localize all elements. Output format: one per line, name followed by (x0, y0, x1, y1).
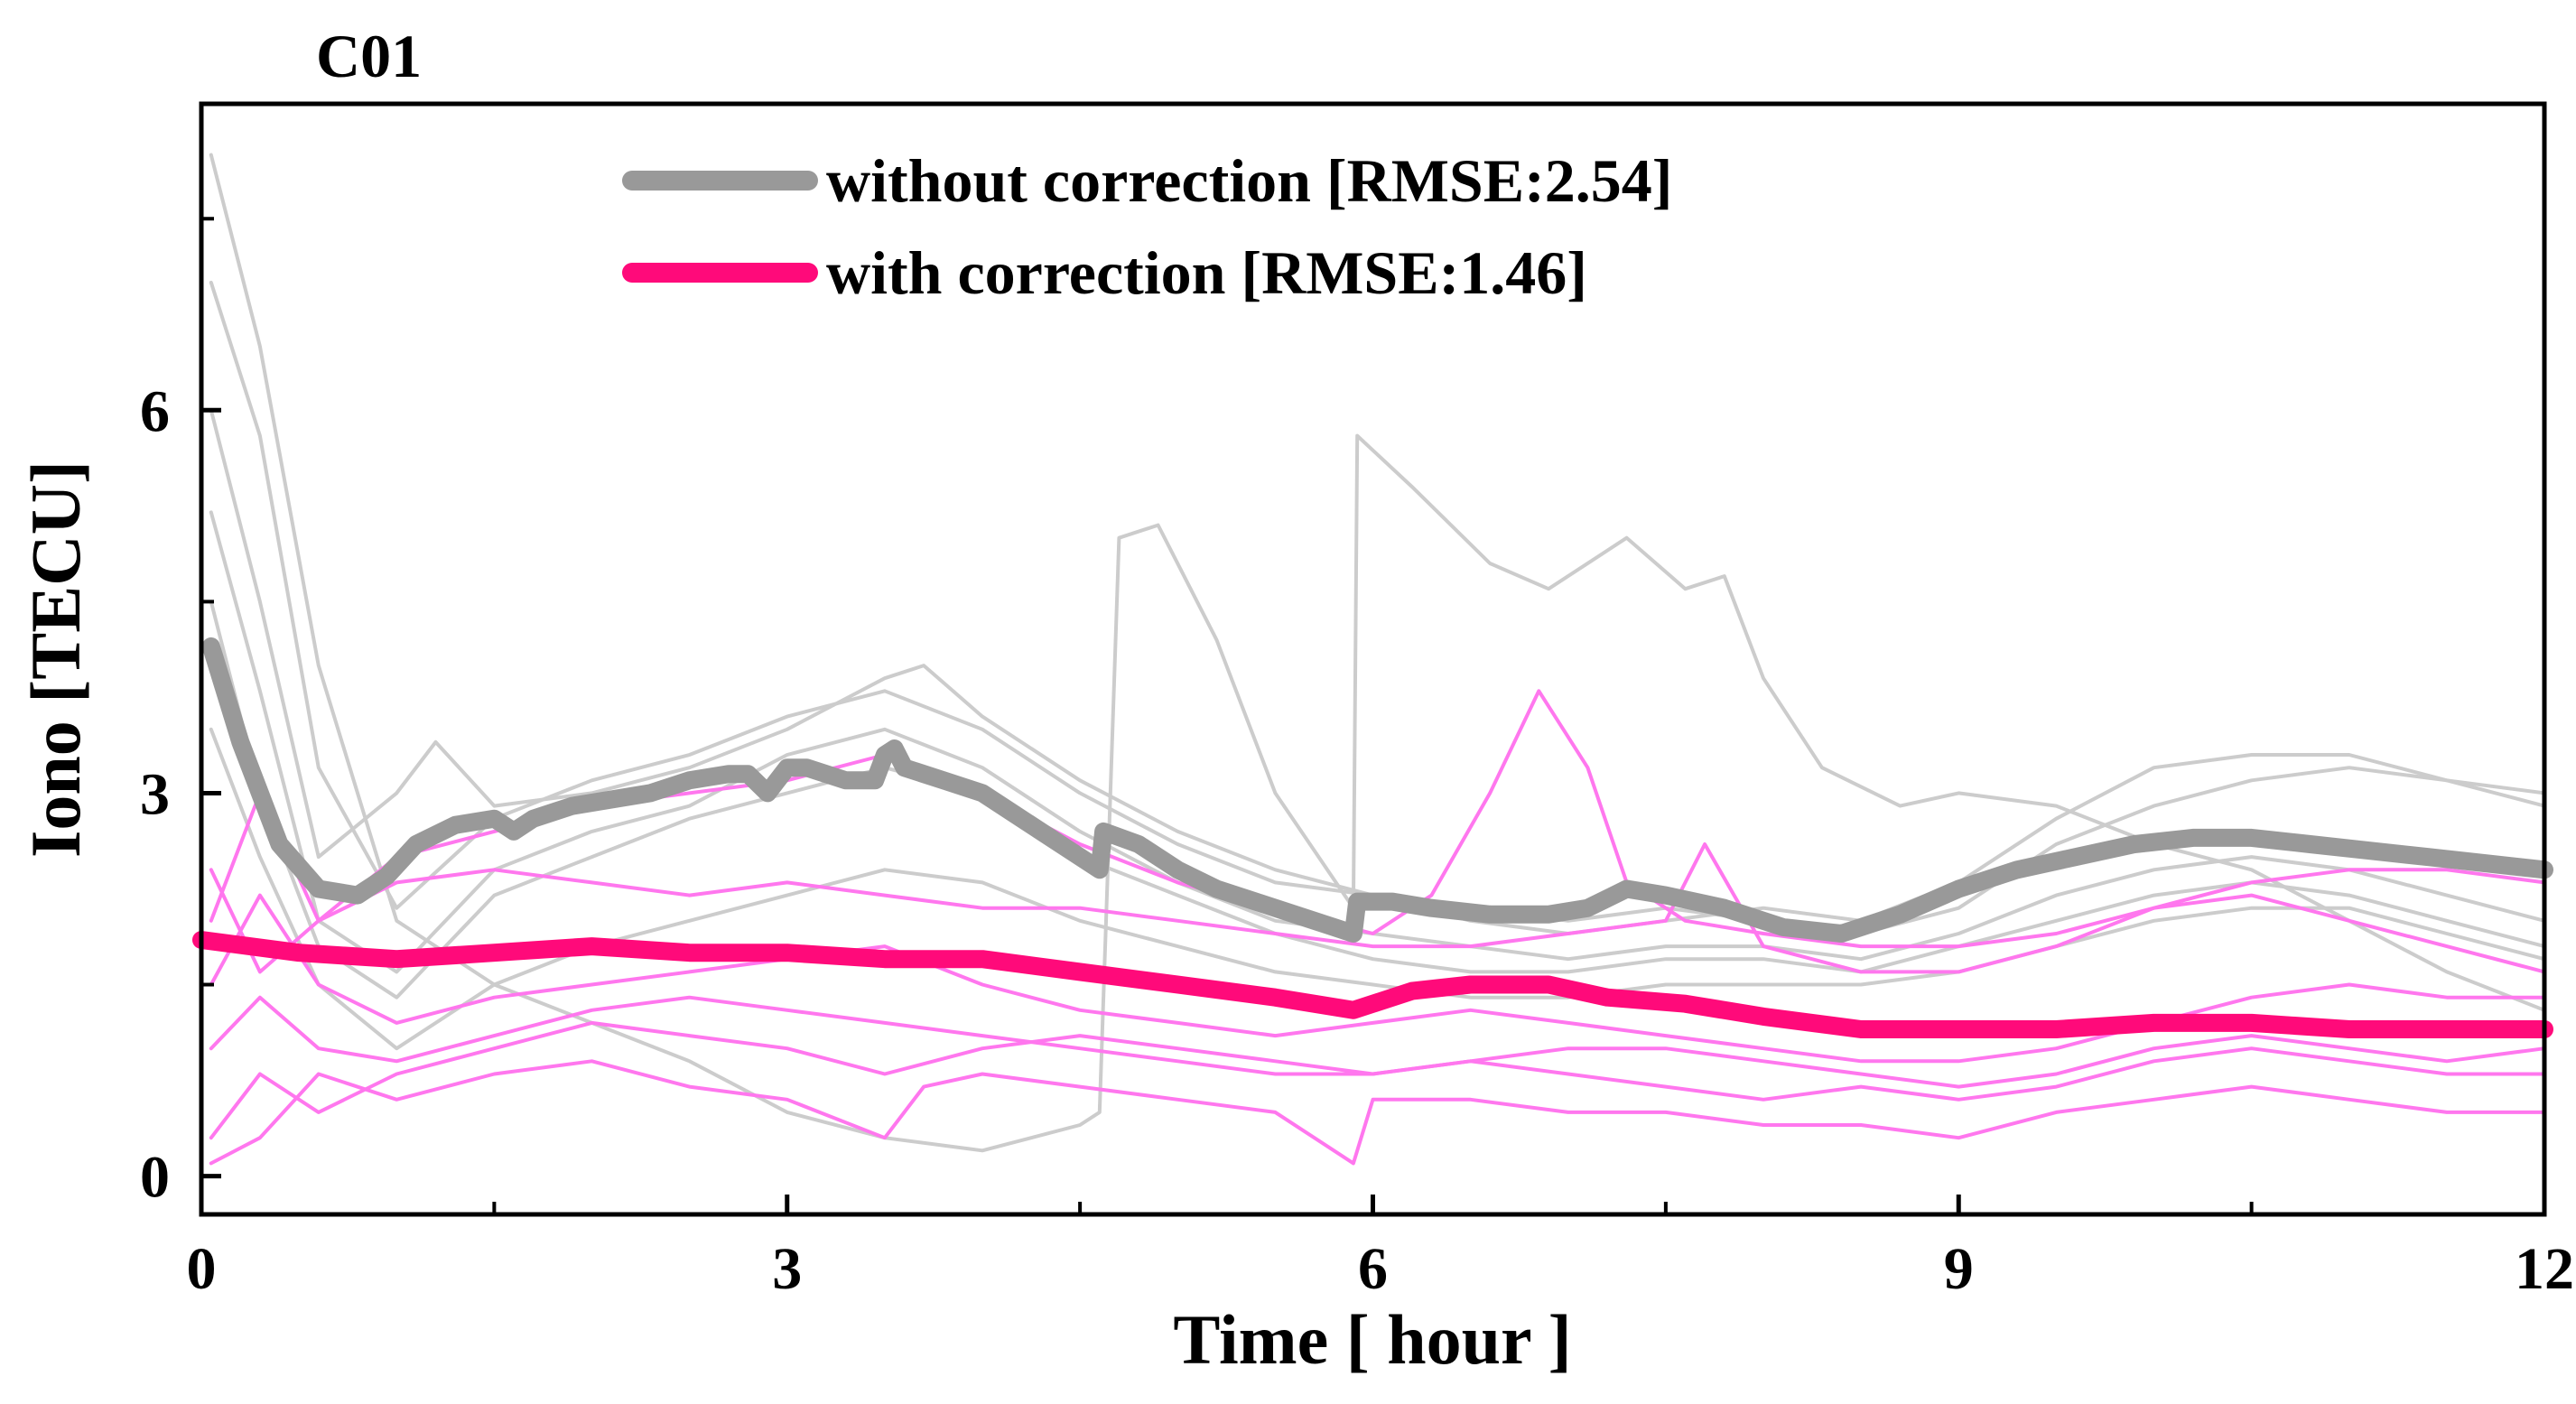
series-line-with-correction-3 (209, 893, 2546, 1064)
y-tick-label: 0 (140, 1145, 170, 1211)
series-line-without-correction-3 (209, 408, 2546, 935)
series-line-with-correction-5 (209, 1059, 2546, 1166)
y-tick-label: 3 (140, 761, 170, 827)
series-line-with-correction-mean (192, 931, 2553, 1038)
series-line-without-correction-2 (209, 280, 2546, 935)
x-tick-label: 3 (772, 1236, 802, 1302)
mean-series-layer (192, 637, 2553, 1038)
y-axis-title: Iono [TECU] (16, 460, 95, 858)
series-line-with-correction-4 (209, 1020, 2546, 1140)
series-line-without-correction-5 (209, 600, 2546, 1000)
legend-label-with-correction: with correction [RMSE:1.46] (826, 238, 1587, 307)
individual-series-layer (209, 153, 2546, 1166)
series-line-without-correction-1 (209, 153, 2546, 1153)
y-tick-label: 6 (140, 378, 170, 444)
legend: without correction [RMSE:2.54] with corr… (622, 146, 1672, 307)
ticks-layer: 0 3 6 9 12 0 3 6 (140, 217, 2574, 1302)
x-tick-label: 9 (1944, 1236, 1974, 1302)
series-line-with-correction-2 (209, 842, 2546, 974)
series-line-without-correction-6 (209, 727, 2546, 1051)
x-tick-label: 0 (187, 1236, 217, 1302)
x-axis-title: Time [ hour ] (1173, 1300, 1571, 1379)
series-line-with-correction-6 (209, 995, 2546, 1089)
x-tick-label: 12 (2515, 1236, 2574, 1302)
legend-label-without-correction: without correction [RMSE:2.54] (826, 146, 1672, 215)
x-tick-label: 6 (1358, 1236, 1388, 1302)
chart-title: C01 (316, 22, 422, 90)
series-line-without-correction-mean (201, 637, 2553, 943)
